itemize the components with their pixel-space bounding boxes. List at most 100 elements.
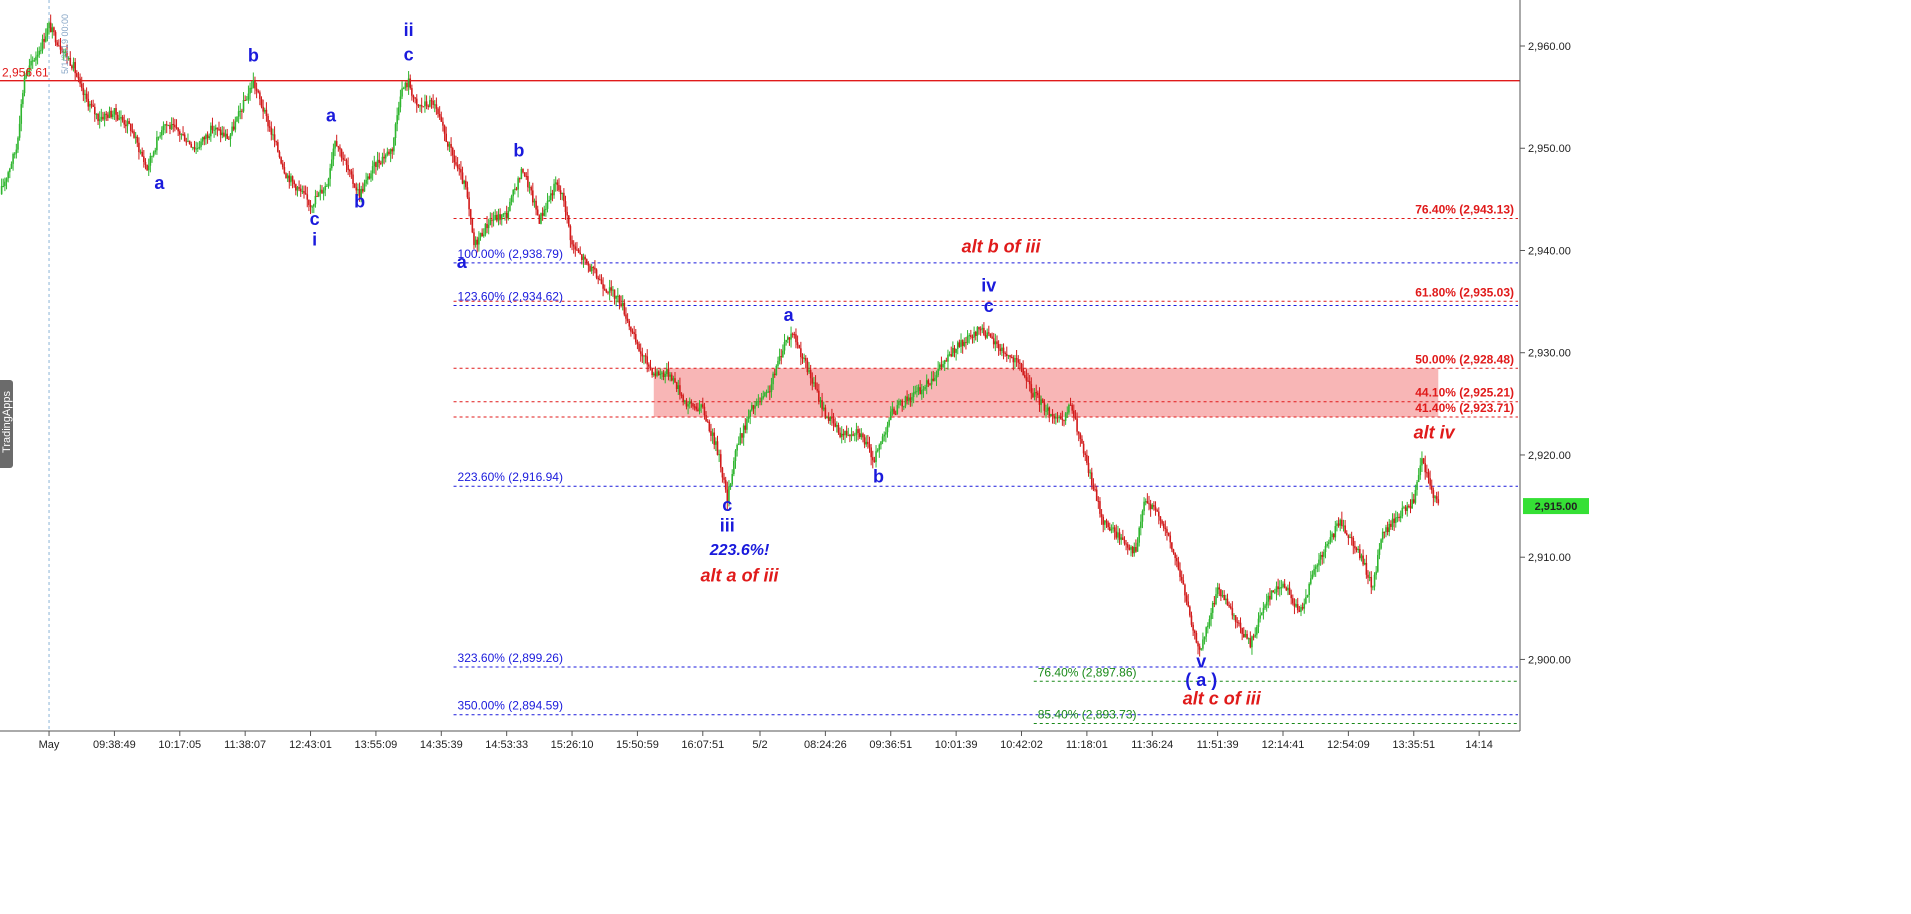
candle-body	[1373, 574, 1376, 587]
candle-body	[662, 372, 665, 378]
candle-body	[651, 368, 653, 376]
candle-body	[295, 184, 297, 191]
candle-body	[1336, 523, 1338, 527]
candle-body	[1115, 531, 1118, 538]
candle-body	[1004, 352, 1006, 354]
candle-body	[1262, 607, 1265, 614]
candle-body	[301, 190, 304, 192]
candle-body	[988, 332, 990, 334]
candle-body	[844, 430, 846, 436]
candle-body	[169, 125, 171, 130]
candle-body	[98, 119, 101, 122]
candle-body	[947, 354, 949, 362]
fib-extension-label: 323.60% (2,899.26)	[458, 651, 563, 665]
candle-body	[342, 157, 345, 160]
candle-body	[1028, 381, 1031, 385]
candle-body	[458, 168, 461, 170]
candle-body	[1350, 537, 1353, 539]
candle-body	[760, 397, 763, 402]
candle-body	[245, 99, 248, 101]
candle-body	[1229, 606, 1232, 609]
candle-body	[790, 333, 792, 340]
candle-body	[819, 400, 822, 402]
candle-body	[1417, 475, 1420, 483]
candle-body	[177, 127, 179, 132]
candle-body	[499, 214, 501, 220]
candle-body	[701, 404, 704, 407]
candle-body	[221, 132, 224, 136]
candle-body	[965, 342, 967, 344]
candle-body	[1041, 399, 1044, 403]
candle-body	[935, 375, 938, 378]
candle-body	[894, 413, 897, 415]
candle-body	[443, 125, 446, 134]
candle-body	[857, 429, 859, 434]
candle-body	[1200, 648, 1203, 650]
candle-body	[242, 100, 245, 112]
candle-body	[767, 391, 769, 393]
candle-body	[419, 105, 421, 107]
candle-body	[759, 401, 761, 403]
candle-body	[105, 113, 108, 115]
candle-body	[491, 219, 493, 221]
candle-body	[1059, 416, 1062, 419]
vendor-side-tab[interactable]: TradingApps	[0, 380, 13, 468]
candle-body	[213, 129, 215, 131]
candle-body	[948, 354, 951, 356]
candle-body	[12, 153, 14, 164]
candle-body	[407, 78, 410, 88]
candle-body	[1233, 615, 1235, 617]
candle-body	[675, 382, 678, 389]
axes-layer: 2,960.00 2,950.00 2,940.00 2,930.00 2,920.00…	[0, 0, 1589, 751]
candle-body	[401, 88, 403, 97]
candle-body	[51, 27, 54, 33]
candle-body	[1159, 516, 1162, 521]
candle-body	[149, 156, 152, 166]
price-tick-label: 2,910.00	[1528, 552, 1571, 564]
candle-body	[396, 115, 398, 125]
candle-body	[80, 83, 83, 89]
candle-body	[515, 188, 518, 190]
candle-body	[917, 387, 920, 392]
candle-body	[875, 451, 877, 463]
candle-body	[40, 50, 42, 52]
candle-body	[1378, 548, 1381, 555]
candle-body	[136, 136, 139, 143]
candle-body	[602, 284, 604, 289]
candle-body	[447, 141, 449, 147]
candle-body	[77, 76, 80, 79]
candle-body	[154, 150, 157, 153]
candle-body	[327, 178, 330, 186]
candle-body	[1056, 417, 1059, 419]
candle-body	[1283, 583, 1286, 588]
candle-body	[966, 335, 969, 344]
candle-body	[1117, 532, 1119, 538]
candle-body	[358, 189, 361, 199]
candle-body	[309, 205, 312, 207]
candle-body	[391, 149, 394, 152]
candle-body	[296, 187, 299, 191]
candle-body	[634, 334, 637, 343]
candle-body	[262, 106, 264, 112]
candle-body	[518, 178, 521, 180]
candle-body	[1414, 489, 1417, 503]
annotation-note: alt c of iii	[1183, 688, 1262, 708]
candle-body	[620, 303, 622, 307]
candle-body	[693, 406, 696, 408]
candle-body	[129, 123, 132, 131]
candle-body	[118, 118, 121, 120]
candle-body	[880, 441, 882, 445]
candle-body	[1092, 485, 1095, 490]
candle-body	[107, 114, 109, 118]
candle-body	[2, 186, 5, 188]
candle-body	[937, 368, 939, 376]
candle-body	[178, 131, 181, 135]
candle-body	[5, 178, 8, 182]
candle-body	[84, 93, 86, 96]
candle-body	[469, 209, 472, 220]
candle-body	[1195, 632, 1198, 643]
candle-body	[979, 329, 982, 331]
candle-body	[273, 134, 276, 142]
candle-body	[569, 226, 572, 241]
candle-body	[1252, 636, 1255, 638]
